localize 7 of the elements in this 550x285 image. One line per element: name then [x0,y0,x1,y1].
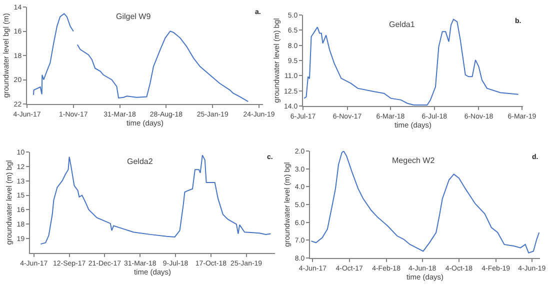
line-series [310,151,540,254]
text: Gelda2 [127,157,154,166]
text: Megech W2 [392,156,436,165]
line-series [40,154,272,245]
line-series [304,18,519,106]
text: Gelda1 [389,20,416,29]
text: Gilgel W9 [116,12,152,21]
